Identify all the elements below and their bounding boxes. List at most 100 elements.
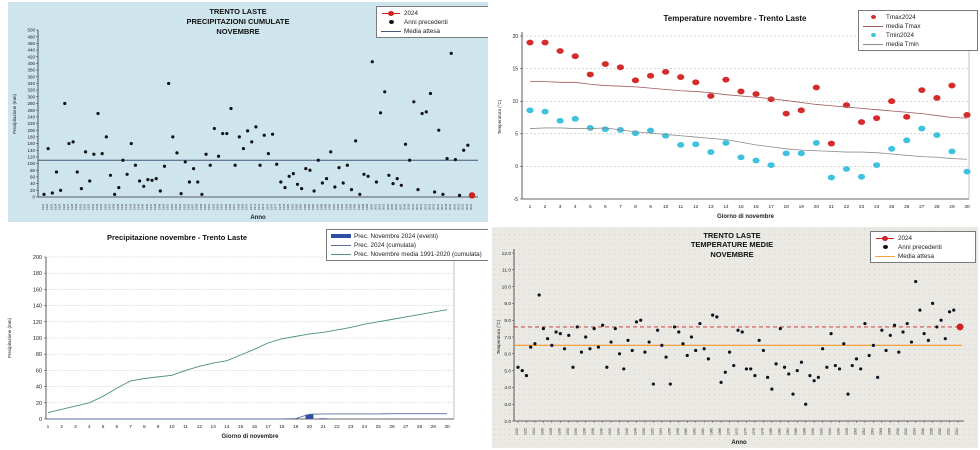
svg-text:1934: 1934 [574,428,578,435]
svg-text:12: 12 [693,204,699,210]
svg-text:1972: 1972 [735,428,739,435]
svg-text:7: 7 [619,204,622,210]
svg-text:30: 30 [444,424,450,430]
svg-text:1940: 1940 [600,428,604,435]
svg-text:1969: 1969 [240,203,244,210]
svg-text:1934: 1934 [95,203,99,210]
svg-text:100: 100 [33,336,42,342]
svg-text:40: 40 [36,385,42,391]
svg-text:2002: 2002 [862,428,866,435]
svg-text:17: 17 [768,204,774,210]
svg-text:80: 80 [30,168,36,173]
svg-text:11.0: 11.0 [502,268,511,274]
svg-text:8: 8 [143,424,146,430]
svg-text:3: 3 [74,424,77,430]
svg-text:80: 80 [36,352,42,358]
svg-text:1946: 1946 [625,428,629,435]
legend-label: Prec. Novembre 2024 (eventi) [354,232,438,240]
svg-text:1936: 1936 [583,428,587,435]
svg-text:160: 160 [33,287,42,293]
legend-item: media Tmax [863,22,973,30]
line-swatch-icon [331,241,351,249]
svg-text:30: 30 [964,204,970,210]
svg-text:60: 60 [30,175,36,180]
legend-label: Tmin2024 [886,31,915,39]
svg-text:1942: 1942 [128,203,132,210]
svg-text:1958: 1958 [676,428,680,435]
svg-text:16: 16 [252,424,258,430]
dot-marker-icon [381,18,401,26]
svg-text:1994: 1994 [828,428,832,435]
svg-text:5: 5 [515,132,518,138]
svg-text:1944: 1944 [137,203,141,210]
svg-text:1991: 1991 [332,203,336,210]
svg-text:17: 17 [265,424,271,430]
svg-text:200: 200 [33,255,42,261]
svg-text:500: 500 [27,28,35,33]
svg-text:1952: 1952 [650,428,654,435]
svg-text:1929: 1929 [74,203,78,210]
svg-text:1982: 1982 [294,203,298,210]
legend-label: 2024 [404,9,419,17]
svg-text:25: 25 [376,424,382,430]
svg-text:2024: 2024 [955,428,959,435]
legend-item: media Tmin [863,40,973,48]
chart-title-precip-giorni: Precipitazione novembre - Trento Laste [106,233,248,242]
svg-text:1941: 1941 [124,203,128,210]
svg-text:2006: 2006 [394,203,398,210]
svg-text:1964: 1964 [701,428,705,435]
svg-text:1992: 1992 [820,428,824,435]
svg-text:5: 5 [589,204,592,210]
dot-marker-icon [863,13,883,21]
svg-text:1925: 1925 [58,203,62,210]
svg-text:1921: 1921 [41,203,45,210]
svg-text:1987: 1987 [315,203,319,210]
svg-text:Precipitazione (mm): Precipitazione (mm) [7,317,12,358]
svg-text:0: 0 [39,417,42,423]
svg-text:Giorno di novembre: Giorno di novembre [221,434,279,440]
svg-text:1972: 1972 [253,203,257,210]
svg-text:440: 440 [27,48,35,53]
legend-item: Media attesa [875,252,971,260]
legend-item: Prec. Novembre 2024 (eventi) [331,232,488,240]
svg-text:9: 9 [157,424,160,430]
svg-text:1937: 1937 [107,203,111,210]
svg-text:18: 18 [279,424,285,430]
svg-text:Precipitazione (mm): Precipitazione (mm) [12,93,17,134]
svg-text:260: 260 [27,108,35,113]
svg-text:15: 15 [512,66,518,72]
svg-text:1961: 1961 [207,203,211,210]
svg-text:2010: 2010 [896,428,900,435]
legend-temp-medie: 2024 Anni precedenti Media attesa [870,231,976,263]
svg-text:10.0: 10.0 [502,284,512,290]
svg-text:20: 20 [512,34,518,40]
panel-precipitazioni-cumulate: 0 20 40 60 80 100 120 140 160 180 200 220 240 260 280 3… [8,2,488,222]
svg-text:1990: 1990 [328,203,332,210]
svg-text:1973: 1973 [257,203,261,210]
legend-label: Anni precedenti [404,18,448,26]
svg-text:28: 28 [934,204,940,210]
svg-text:2010: 2010 [411,203,415,210]
svg-text:1956: 1956 [186,203,190,210]
svg-text:1952: 1952 [170,203,174,210]
svg-text:1922: 1922 [523,428,527,435]
svg-text:11: 11 [678,204,683,210]
svg-text:6: 6 [115,424,118,430]
svg-text:2: 2 [60,424,63,430]
line-swatch-icon [381,27,401,35]
svg-text:1924: 1924 [53,203,57,210]
svg-text:1976: 1976 [270,203,274,210]
svg-text:1988: 1988 [803,428,807,435]
svg-text:2004: 2004 [386,203,390,210]
svg-text:4: 4 [88,424,91,430]
svg-text:1960: 1960 [203,203,207,210]
svg-text:300: 300 [27,94,35,99]
svg-text:24: 24 [874,204,880,210]
legend-item: 2024 [875,234,971,242]
svg-text:2018: 2018 [444,203,448,210]
svg-text:1953: 1953 [174,203,178,210]
line-swatch-icon [875,252,895,260]
svg-text:1965: 1965 [224,203,228,210]
svg-text:1983: 1983 [299,203,303,210]
svg-text:1928: 1928 [70,203,74,210]
